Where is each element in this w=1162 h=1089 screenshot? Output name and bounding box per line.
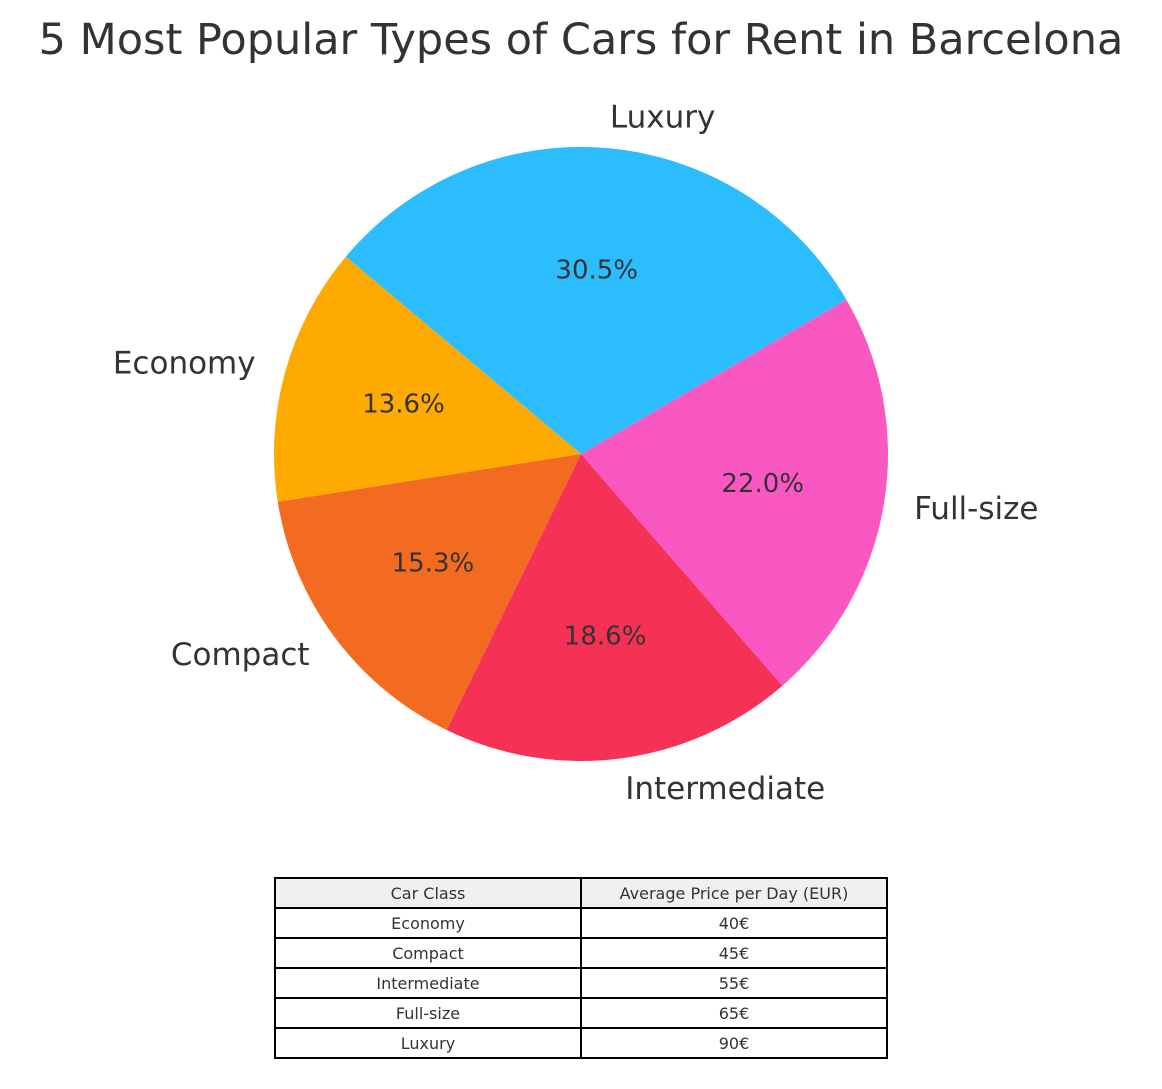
table-cell: 90€ — [580, 1027, 888, 1059]
table-cell: 40€ — [580, 907, 888, 939]
pie-slice-full-size — [581, 299, 888, 686]
percent-label-intermediate: 18.6% — [564, 622, 647, 652]
table-header-row: Car Class Average Price per Day (EUR) — [274, 877, 888, 909]
table-header-cell: Car Class — [274, 877, 582, 909]
pie-slice-intermediate — [446, 454, 783, 761]
pie-slice-luxury — [345, 147, 847, 454]
table-cell: Full-size — [274, 997, 582, 1029]
percent-label-economy: 13.6% — [362, 390, 445, 420]
pie-slices — [273, 147, 888, 761]
price-table: Car Class Average Price per Day (EUR) Ec… — [274, 877, 888, 1059]
table-cell: 65€ — [580, 997, 888, 1029]
table-cell: Compact — [274, 937, 582, 969]
pie-chart: 13.6% Economy 15.3% Compact 18.6% Intermediat… — [113, 100, 1039, 807]
table-row: Compact 45€ — [274, 937, 888, 969]
percent-label-luxury: 30.5% — [555, 255, 638, 285]
percent-label-full-size: 22.0% — [721, 469, 804, 499]
chart-title: 5 Most Popular Types of Cars for Rent in… — [38, 15, 1124, 65]
category-label-compact: Compact — [171, 637, 310, 673]
pie-labels: 13.6% Economy 15.3% Compact 18.6% Intermediat… — [113, 100, 1039, 807]
table-header-cell: Average Price per Day (EUR) — [580, 877, 888, 909]
table-cell: Economy — [274, 907, 582, 939]
category-label-full-size: Full-size — [914, 491, 1038, 527]
table-cell: 45€ — [580, 937, 888, 969]
table-cell: Luxury — [274, 1027, 582, 1059]
category-label-economy: Economy — [113, 346, 256, 382]
pie-slice-economy — [273, 256, 581, 502]
table-row: Intermediate 55€ — [274, 967, 888, 999]
table-row: Luxury 90€ — [274, 1027, 888, 1059]
table-row: Full-size 65€ — [274, 997, 888, 1029]
table-row: Economy 40€ — [274, 907, 888, 939]
table-cell: Intermediate — [274, 967, 582, 999]
table-cell: 55€ — [580, 967, 888, 999]
category-label-intermediate: Intermediate — [625, 771, 825, 807]
pie-slice-compact — [277, 454, 581, 731]
category-label-luxury: Luxury — [610, 100, 715, 136]
percent-label-compact: 15.3% — [392, 549, 475, 579]
